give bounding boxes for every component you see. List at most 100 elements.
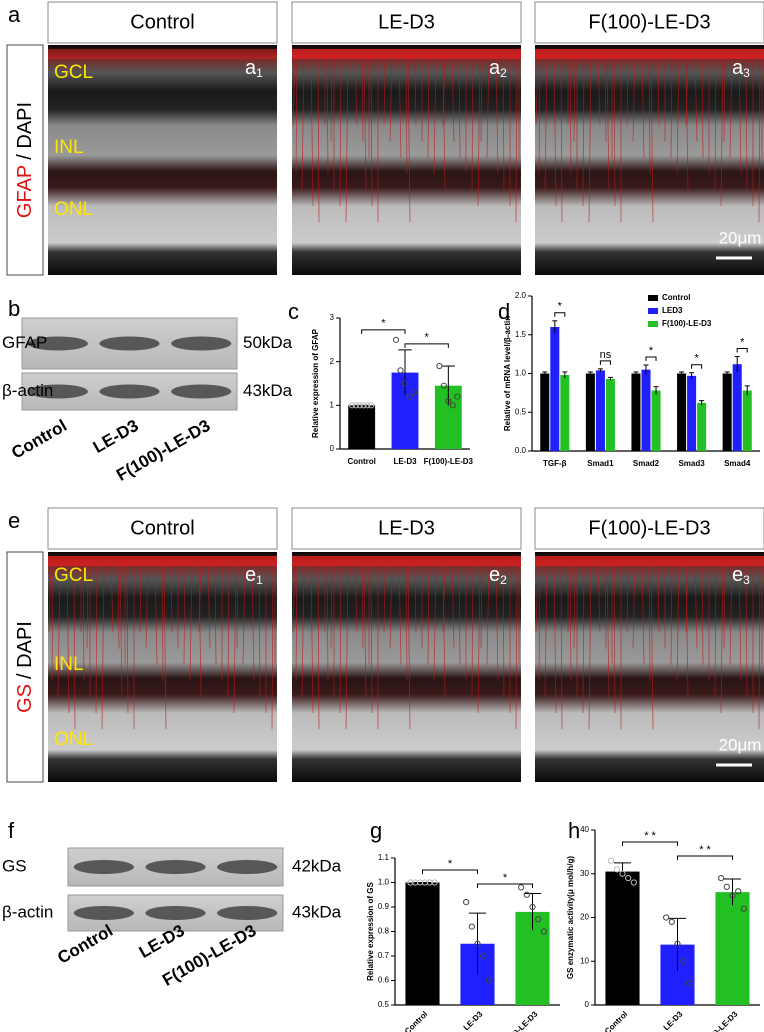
panel-letter: c: [288, 299, 299, 324]
data-point: [668, 918, 675, 925]
data-point: [480, 952, 487, 960]
x-tick-label: Control: [403, 1010, 429, 1032]
y-tick-label: 0.0: [515, 446, 527, 455]
bar: [732, 364, 742, 451]
glial-fiber: [407, 54, 411, 223]
image-label-sub: 3: [743, 573, 750, 587]
glial-fiber: [310, 561, 314, 714]
glial-fiber: [604, 54, 607, 142]
glial-fiber: [626, 54, 629, 126]
counterstain-name: / DAPI: [14, 102, 36, 160]
image-label: a1: [245, 57, 263, 80]
glial-fiber: [183, 561, 186, 665]
glial-fiber: [119, 561, 123, 697]
glial-fiber: [398, 561, 402, 665]
layer-label: INL: [54, 654, 84, 675]
blot-band: [217, 906, 278, 920]
glial-fiber: [714, 561, 717, 697]
blot-band: [73, 906, 134, 920]
data-point: [360, 402, 367, 409]
blot-band: [99, 336, 160, 351]
glial-fiber: [477, 54, 481, 207]
significance-bracket: [422, 869, 478, 874]
glial-fiber: [57, 561, 61, 697]
glial-fiber: [295, 54, 298, 174]
glial-fiber: [326, 54, 329, 174]
x-tick-label: F(100)-LE-D3: [424, 457, 474, 466]
glial-fiber: [480, 561, 483, 649]
glial-fiber: [495, 54, 499, 174]
panel-letter: e: [8, 508, 20, 533]
y-tick-label: 0.9: [378, 902, 390, 911]
glial-fiber: [363, 54, 367, 190]
image-label-letter: a: [245, 57, 257, 79]
image-label: a3: [732, 57, 750, 80]
micrograph: [48, 45, 277, 275]
data-point: [436, 362, 443, 370]
side-label-box: [6, 44, 44, 276]
glial-fiber: [701, 54, 704, 158]
legend-swatch: [648, 295, 658, 301]
blot-protein: β-actin: [2, 381, 53, 400]
y-tick-label: 3: [330, 313, 335, 322]
glial-fiber: [613, 561, 616, 714]
significance-bracket: [477, 883, 533, 888]
glial-fiber: [414, 561, 417, 633]
glial-fiber: [560, 561, 563, 730]
stain-name: GS: [14, 684, 36, 713]
data-point: [663, 914, 670, 921]
glial-fiber: [317, 561, 320, 730]
y-tick-label: 0.8: [378, 927, 390, 936]
glial-fiber: [433, 54, 437, 174]
glial-fiber: [569, 54, 572, 174]
data-point: [440, 382, 447, 389]
glial-fiber: [486, 54, 490, 158]
blot-size: 50kDa: [243, 333, 293, 352]
x-tick-label: Control: [603, 1010, 629, 1032]
glial-fiber: [515, 561, 518, 730]
image-label-letter: a: [489, 57, 501, 79]
glial-fiber: [442, 54, 446, 126]
data-point: [630, 879, 637, 886]
nerve-fiber-layer: [535, 49, 764, 59]
image-label-letter: e: [489, 564, 500, 586]
glial-fiber: [330, 561, 333, 649]
glial-fiber: [117, 561, 120, 649]
image-label-sub: 2: [500, 66, 507, 80]
data-point: [729, 892, 736, 899]
glial-fiber: [495, 561, 499, 681]
y-tick-label: 0.5: [515, 407, 527, 416]
glial-fiber: [745, 54, 748, 190]
glial-fiber: [110, 561, 114, 633]
glial-fiber: [101, 561, 105, 730]
x-tick-label: LE-D3: [462, 1009, 485, 1032]
x-tick-label: F(100)-LE-D3: [698, 1009, 740, 1032]
glial-fiber: [657, 561, 660, 633]
glial-fiber: [163, 561, 167, 730]
glial-fiber: [538, 561, 541, 681]
glial-fiber: [573, 561, 576, 649]
x-tick-label: LE-D3: [393, 457, 417, 466]
glial-fiber: [442, 54, 446, 190]
glial-fiber: [345, 561, 349, 730]
bar: [697, 402, 707, 451]
significance-bracket: [361, 329, 406, 334]
significance-label: *: [448, 858, 453, 870]
panel-letter: h: [568, 818, 580, 843]
x-tick-label: Smad1: [587, 459, 614, 468]
y-tick-label: 0.5: [378, 1000, 390, 1009]
significance-bracket: [736, 347, 748, 353]
glial-fiber: [745, 561, 748, 697]
glial-fiber: [95, 561, 98, 714]
glial-fiber: [632, 561, 636, 649]
data-point: [680, 958, 687, 965]
panel-letter: b: [8, 296, 20, 321]
glial-fiber: [326, 561, 329, 681]
glial-fiber: [676, 561, 680, 681]
blot-size: 43kDa: [243, 381, 293, 400]
glial-fiber: [458, 54, 461, 158]
glial-fiber: [301, 54, 305, 190]
bar: [585, 373, 595, 451]
significance-label: *: [503, 872, 508, 884]
data-point: [431, 879, 438, 886]
